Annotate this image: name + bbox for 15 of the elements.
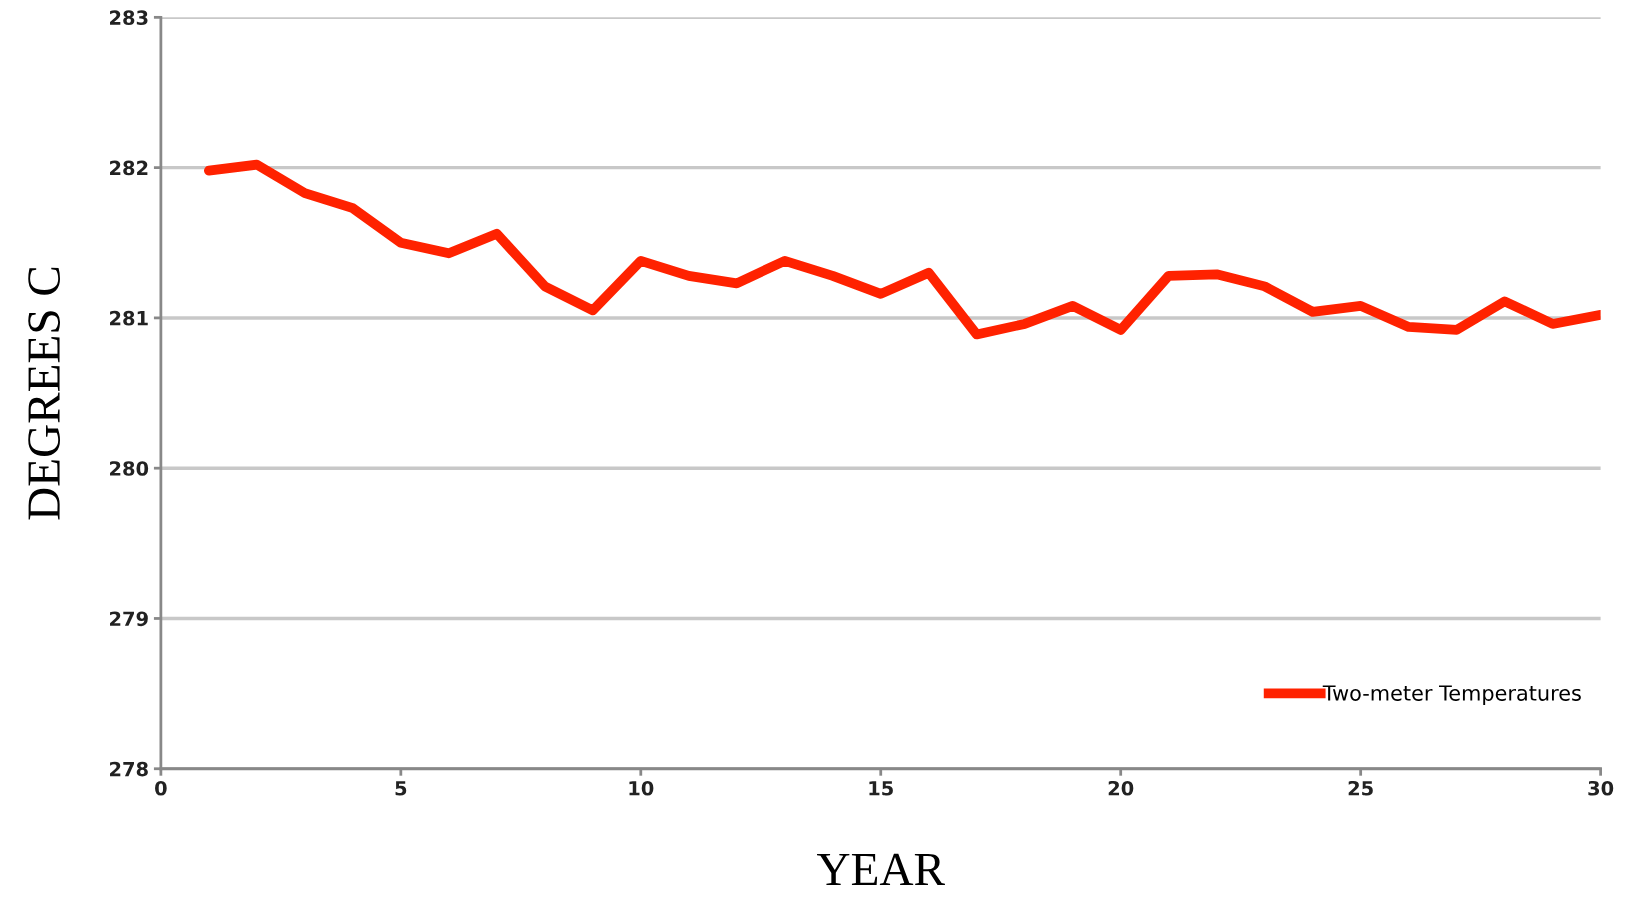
y-tick-label: 281 <box>110 310 148 326</box>
x-tick-label: 5 <box>395 781 407 796</box>
y-tick-label: 280 <box>110 461 149 476</box>
x-tick-label: 15 <box>869 781 893 796</box>
x-tick-label: 10 <box>629 780 654 796</box>
y-tick-label: 278 <box>110 761 148 777</box>
x-axis-title: YEAR <box>817 853 945 885</box>
x-tick-label: 25 <box>1348 780 1373 796</box>
x-tick-label: 20 <box>1108 780 1134 796</box>
y-axis-title: DEGREES C <box>28 267 60 520</box>
x-tick-label: 30 <box>1588 780 1614 796</box>
x-tick-label: 0 <box>155 780 167 796</box>
y-tick-label: 279 <box>110 611 148 627</box>
y-tick-label: 283 <box>110 10 148 26</box>
y-tick-label: 282 <box>110 160 148 176</box>
